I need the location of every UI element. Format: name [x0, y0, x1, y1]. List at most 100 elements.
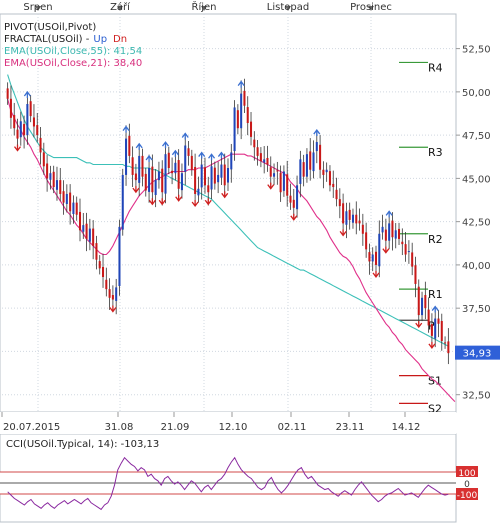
candle[interactable] — [299, 150, 302, 198]
candle[interactable] — [374, 245, 378, 271]
candle[interactable] — [421, 291, 424, 322]
candle[interactable] — [309, 138, 312, 181]
candle[interactable] — [102, 253, 105, 288]
candle[interactable] — [391, 212, 394, 251]
candle[interactable] — [345, 202, 348, 239]
candle[interactable] — [9, 85, 12, 129]
candle[interactable] — [187, 141, 190, 166]
candle[interactable] — [319, 135, 322, 179]
candle[interactable] — [26, 96, 29, 145]
candle[interactable] — [203, 157, 206, 194]
candle[interactable] — [289, 183, 292, 210]
candle[interactable] — [335, 177, 338, 207]
candle[interactable] — [266, 145, 269, 172]
candle[interactable] — [177, 149, 180, 201]
candle[interactable] — [348, 202, 351, 230]
candle[interactable] — [381, 214, 384, 240]
candle[interactable] — [243, 78, 246, 113]
candle[interactable] — [49, 165, 52, 190]
candle[interactable] — [111, 285, 114, 309]
candle[interactable] — [138, 147, 141, 197]
candle[interactable] — [394, 223, 397, 249]
candle[interactable] — [236, 104, 239, 135]
candle[interactable] — [328, 165, 331, 192]
candle[interactable] — [88, 218, 91, 251]
candle[interactable] — [197, 176, 200, 203]
candle[interactable] — [358, 208, 361, 231]
candle[interactable] — [134, 163, 137, 189]
candle[interactable] — [46, 155, 49, 192]
candle[interactable] — [230, 143, 233, 183]
candle[interactable] — [213, 161, 216, 190]
candle[interactable] — [312, 140, 315, 179]
candle[interactable] — [98, 255, 101, 275]
candle[interactable] — [253, 131, 256, 161]
candle[interactable] — [55, 166, 58, 201]
candle[interactable] — [296, 175, 299, 218]
candle[interactable] — [62, 180, 65, 215]
candle[interactable] — [105, 267, 108, 297]
candle[interactable] — [427, 297, 430, 333]
candle[interactable] — [180, 163, 183, 199]
candle[interactable] — [151, 154, 154, 200]
candle[interactable] — [342, 193, 345, 232]
candle[interactable] — [42, 142, 45, 175]
candle[interactable] — [256, 139, 259, 166]
candle[interactable] — [148, 154, 151, 203]
candle[interactable] — [194, 153, 197, 205]
candle[interactable] — [131, 146, 134, 188]
candle[interactable] — [65, 184, 68, 213]
candle[interactable] — [322, 161, 325, 189]
candle[interactable] — [121, 168, 124, 236]
candle[interactable] — [302, 154, 305, 187]
candle[interactable] — [161, 160, 164, 206]
candle[interactable] — [32, 104, 35, 138]
candle[interactable] — [417, 279, 420, 325]
candle[interactable] — [200, 153, 203, 200]
candlesticks[interactable] — [6, 78, 450, 365]
candle[interactable] — [325, 162, 328, 182]
candle[interactable] — [315, 131, 318, 164]
candle[interactable] — [424, 281, 427, 320]
candle[interactable] — [338, 188, 341, 219]
candle[interactable] — [250, 111, 253, 146]
candle[interactable] — [286, 160, 289, 207]
candle[interactable] — [273, 163, 276, 186]
candle[interactable] — [276, 161, 279, 185]
candle[interactable] — [351, 208, 354, 229]
candle[interactable] — [92, 220, 95, 260]
candle[interactable] — [157, 161, 160, 189]
candle[interactable] — [407, 240, 410, 264]
candle[interactable] — [69, 184, 72, 225]
candle[interactable] — [223, 153, 226, 198]
candle[interactable] — [59, 168, 62, 202]
candle[interactable] — [82, 213, 85, 239]
candle[interactable] — [240, 80, 243, 140]
candle[interactable] — [371, 247, 374, 272]
candle[interactable] — [75, 196, 78, 221]
candle[interactable] — [141, 148, 144, 187]
candle[interactable] — [6, 82, 9, 105]
candle[interactable] — [414, 256, 417, 298]
candle[interactable] — [279, 165, 282, 202]
candle[interactable] — [447, 328, 450, 365]
candle[interactable] — [23, 115, 26, 149]
candle[interactable] — [167, 146, 170, 175]
candle[interactable] — [115, 278, 118, 315]
candle[interactable] — [184, 137, 187, 186]
candle[interactable] — [226, 158, 230, 192]
candle[interactable] — [437, 310, 440, 338]
candle[interactable] — [164, 146, 167, 204]
candle[interactable] — [78, 198, 82, 242]
candle[interactable] — [246, 96, 249, 136]
candle[interactable] — [355, 201, 358, 235]
candle[interactable] — [434, 308, 437, 348]
candle[interactable] — [401, 228, 404, 256]
candle[interactable] — [19, 111, 22, 146]
candle[interactable] — [125, 125, 128, 186]
candle[interactable] — [95, 235, 98, 270]
candle[interactable] — [282, 165, 285, 197]
candle[interactable] — [29, 95, 32, 123]
candle[interactable] — [388, 213, 391, 250]
